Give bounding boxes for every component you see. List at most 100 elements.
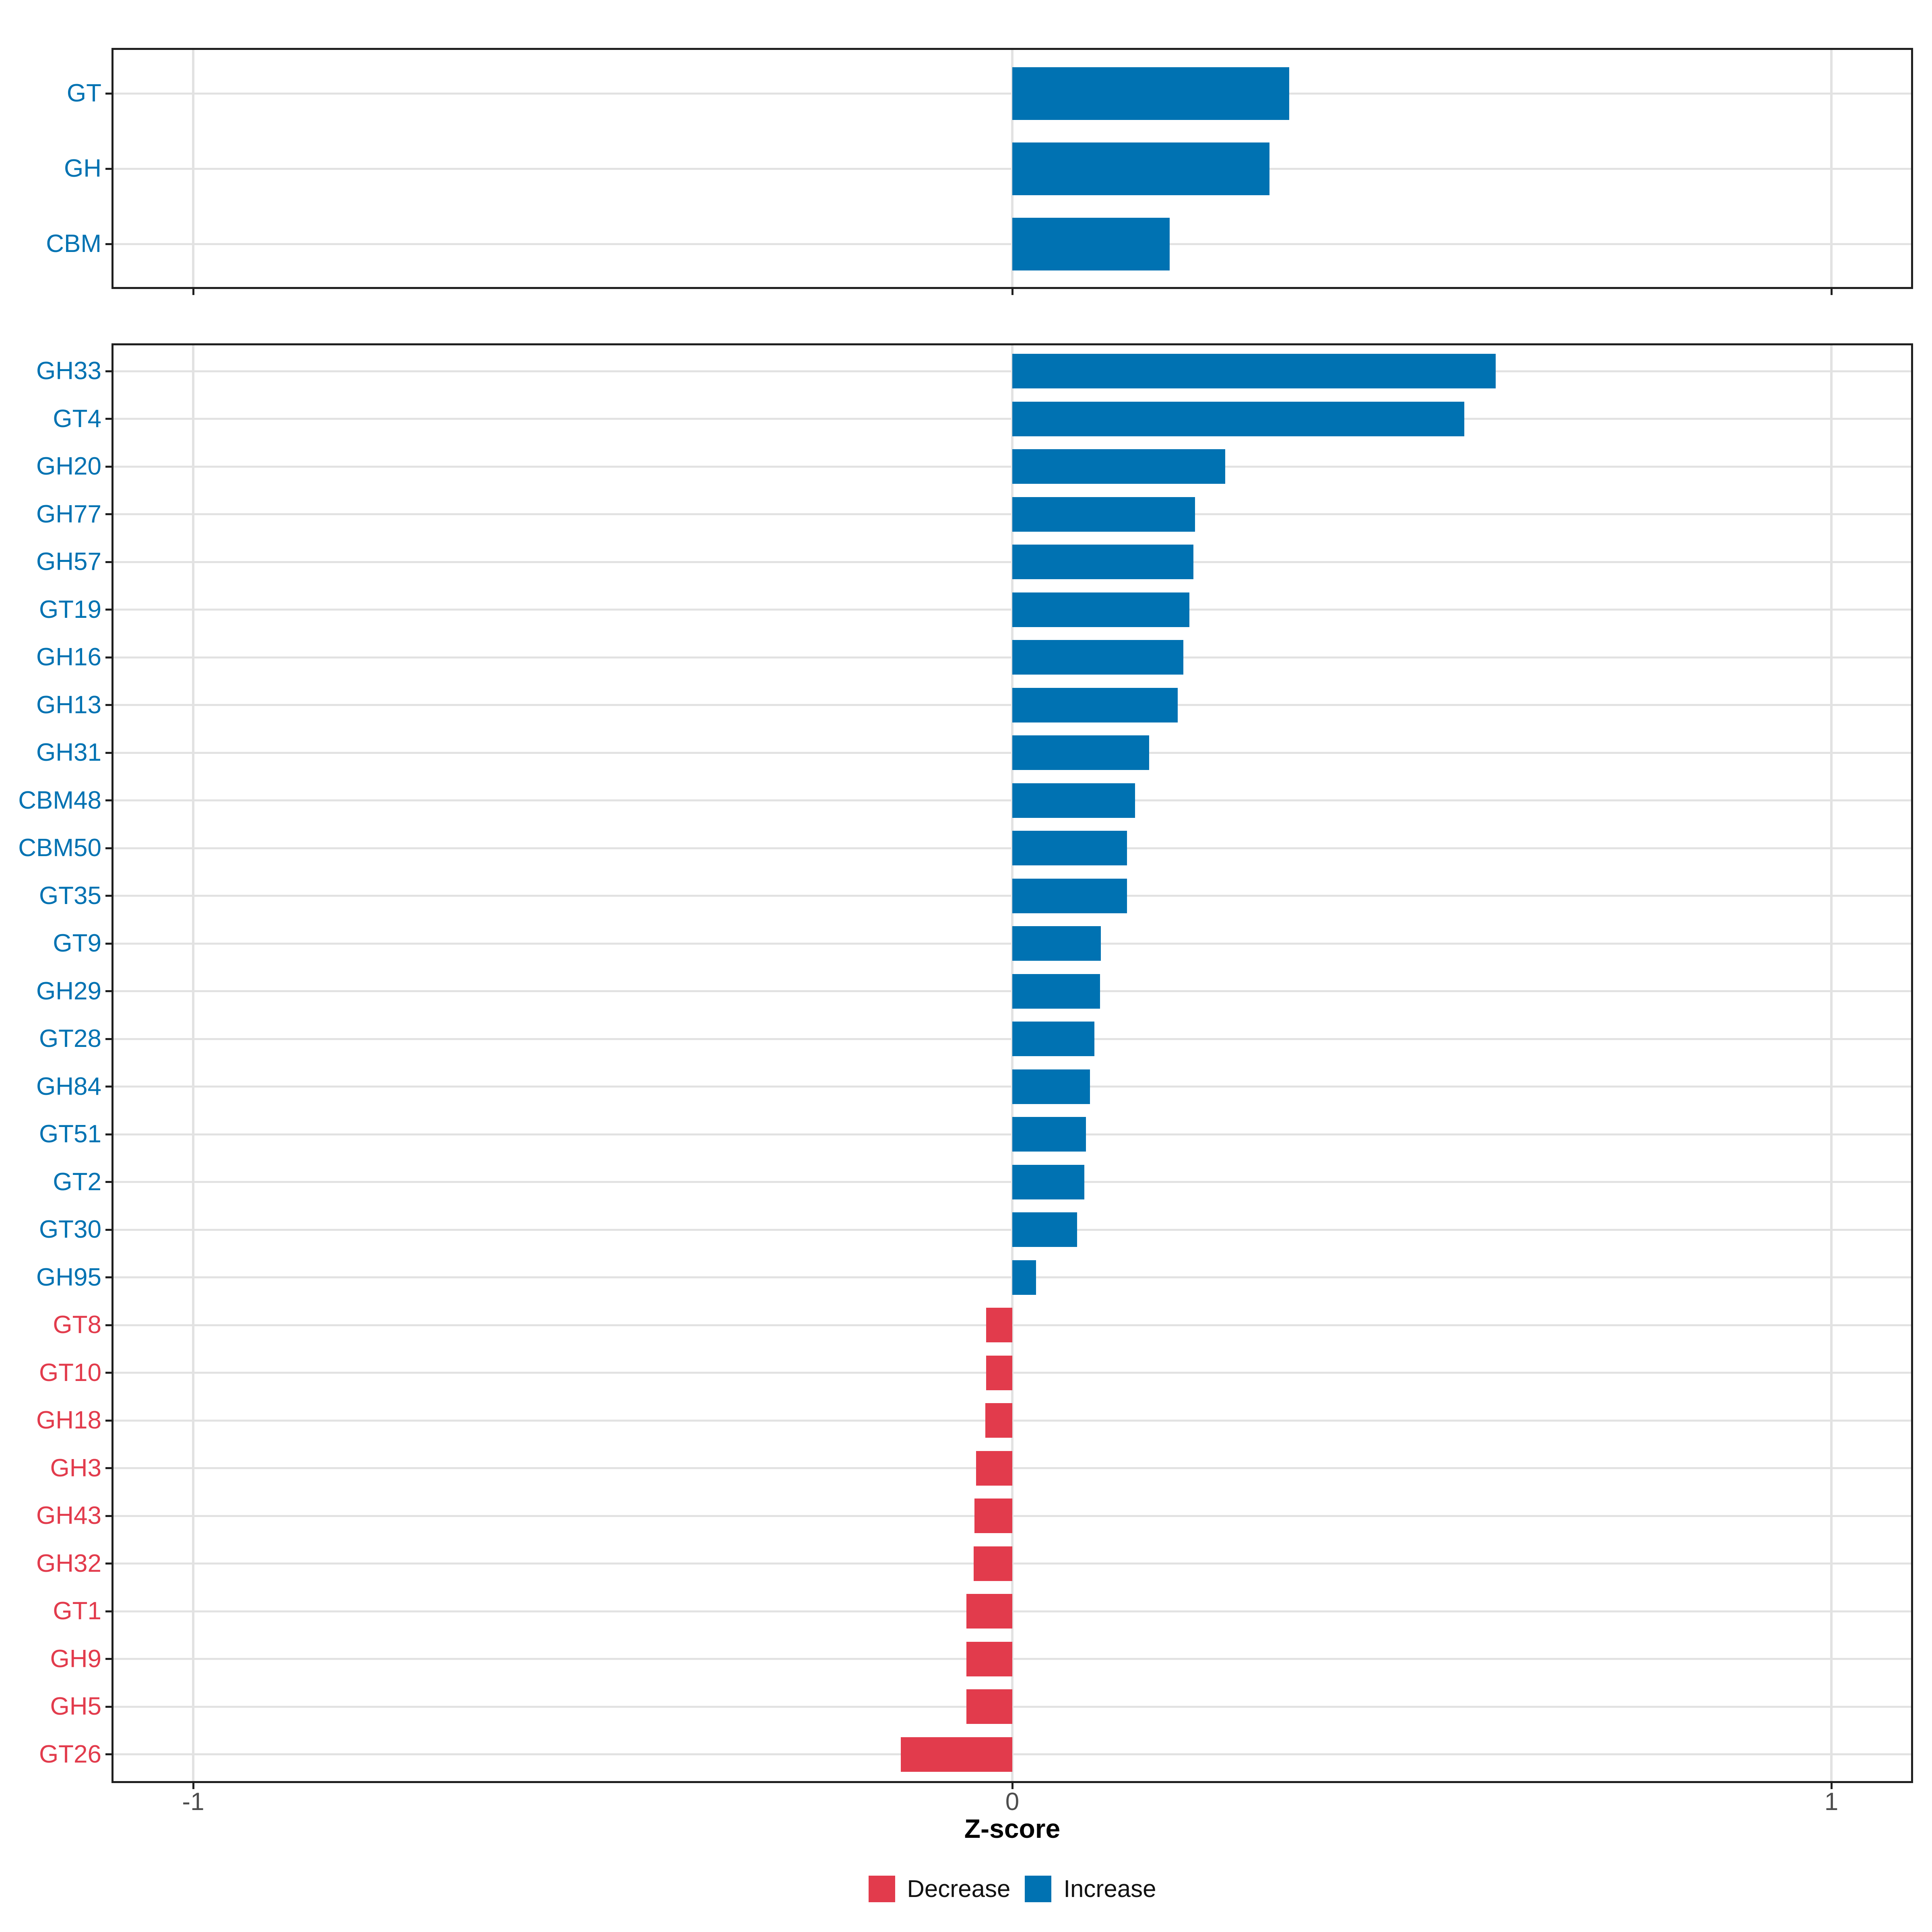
y-label-GH84: GH84 [36, 1072, 101, 1100]
y-label-GH57: GH57 [36, 548, 101, 576]
y-tick-GT26 [105, 1753, 111, 1755]
y-tick-GH20 [105, 465, 111, 468]
x-tick-label--1: -1 [182, 1788, 204, 1816]
y-label-GT: GT [66, 79, 101, 107]
y-tick-GH84 [105, 1086, 111, 1088]
gridline-y-GT8 [114, 1324, 1911, 1326]
y-tick-GH13 [105, 704, 111, 706]
y-label-GH33: GH33 [36, 357, 101, 385]
gridline-y-GH9 [114, 1658, 1911, 1660]
y-label-GH16: GH16 [36, 643, 101, 671]
gridline-y-GT1 [114, 1610, 1911, 1612]
y-label-GH13: GH13 [36, 691, 101, 719]
bar-GT2 [1012, 1164, 1085, 1199]
bar-GH [1012, 142, 1269, 195]
gridline-y-GH43 [114, 1515, 1911, 1517]
y-tick-GH18 [105, 1419, 111, 1422]
bar-GH13 [1012, 687, 1178, 722]
bar-GH3 [976, 1451, 1012, 1486]
y-label-CBM48: CBM48 [18, 786, 101, 814]
y-tick-GH9 [105, 1658, 111, 1660]
y-label-GH29: GH29 [36, 977, 101, 1005]
y-tick-GT2 [105, 1181, 111, 1183]
y-label-GH43: GH43 [36, 1502, 101, 1530]
y-tick-GH3 [105, 1467, 111, 1469]
y-label-GT26: GT26 [39, 1740, 101, 1768]
bar-GT4 [1012, 401, 1465, 436]
bar-CBM50 [1012, 831, 1127, 865]
x-tick-1 [1830, 289, 1833, 295]
bar-GT19 [1012, 592, 1189, 627]
gridline-x-0 [1011, 345, 1013, 1781]
y-label-GH77: GH77 [36, 500, 101, 528]
bar-GH16 [1012, 640, 1184, 675]
y-label-CBM50: CBM50 [18, 834, 101, 862]
gridline-y-GH18 [114, 1419, 1911, 1422]
y-tick-GT9 [105, 942, 111, 945]
x-tick-1 [1830, 1783, 1833, 1789]
y-label-GH32: GH32 [36, 1549, 101, 1577]
x-tick-label-1: 1 [1824, 1788, 1839, 1816]
gridline-y-GT26 [114, 1753, 1911, 1755]
gridline-x-1 [1830, 345, 1833, 1781]
bar-GT51 [1012, 1117, 1086, 1152]
bar-GT10 [986, 1355, 1012, 1390]
bar-GH31 [1012, 735, 1149, 770]
y-tick-GT28 [105, 1038, 111, 1040]
y-label-GT2: GT2 [53, 1168, 101, 1196]
legend-item-decrease: Decrease [868, 1875, 1011, 1902]
y-tick-GH5 [105, 1705, 111, 1708]
legend-item-increase: Increase [1025, 1876, 1156, 1902]
y-label-GT30: GT30 [39, 1216, 101, 1243]
x-tick-0 [1011, 289, 1013, 295]
y-tick-GH31 [105, 751, 111, 754]
y-tick-GH43 [105, 1515, 111, 1517]
y-label-GH18: GH18 [36, 1406, 101, 1434]
y-label-GT35: GT35 [39, 881, 101, 910]
y-tick-GT1 [105, 1610, 111, 1612]
y-label-GT19: GT19 [39, 595, 101, 623]
y-label-GT4: GT4 [53, 405, 101, 433]
y-tick-GT [105, 92, 111, 95]
bar-GT1 [966, 1594, 1012, 1629]
bar-GT28 [1012, 1022, 1094, 1056]
bar-GH9 [966, 1641, 1012, 1676]
increase-swatch-icon [1025, 1876, 1052, 1902]
y-tick-GH29 [105, 990, 111, 992]
y-label-GH20: GH20 [36, 452, 101, 480]
y-tick-CBM48 [105, 799, 111, 801]
bar-GH5 [966, 1689, 1012, 1724]
gridline-x--1 [192, 345, 194, 1781]
y-tick-GT10 [105, 1372, 111, 1374]
legend: Decrease Increase [111, 1876, 1913, 1902]
x-tick--1 [192, 1783, 194, 1789]
y-tick-GT4 [105, 418, 111, 420]
y-tick-GH95 [105, 1276, 111, 1278]
y-label-CBM: CBM [46, 230, 101, 258]
decrease-swatch-icon [868, 1876, 895, 1902]
bar-GH29 [1012, 974, 1100, 1009]
y-tick-CBM [105, 243, 111, 245]
y-tick-GT35 [105, 895, 111, 897]
y-tick-GH [105, 167, 111, 170]
bar-GH20 [1012, 449, 1226, 484]
x-tick-0 [1011, 1783, 1013, 1789]
legend-label-decrease: Decrease [907, 1875, 1011, 1902]
bar-GH57 [1012, 545, 1193, 579]
bar-CBM48 [1012, 783, 1135, 818]
gridline-y-GT10 [114, 1372, 1911, 1374]
bar-GT8 [986, 1308, 1012, 1342]
gridline-y-GH32 [114, 1563, 1911, 1565]
y-tick-GH57 [105, 561, 111, 563]
y-tick-GT51 [105, 1133, 111, 1135]
y-label-GH95: GH95 [36, 1263, 101, 1291]
y-label-GT10: GT10 [39, 1358, 101, 1387]
bar-GT9 [1012, 926, 1101, 961]
x-tick-label-0: 0 [1005, 1788, 1020, 1816]
y-label-GT28: GT28 [39, 1025, 101, 1053]
y-label-GT51: GT51 [39, 1120, 101, 1148]
y-label-GH5: GH5 [50, 1693, 101, 1720]
y-label-GT1: GT1 [53, 1597, 101, 1625]
y-tick-GH32 [105, 1563, 111, 1565]
